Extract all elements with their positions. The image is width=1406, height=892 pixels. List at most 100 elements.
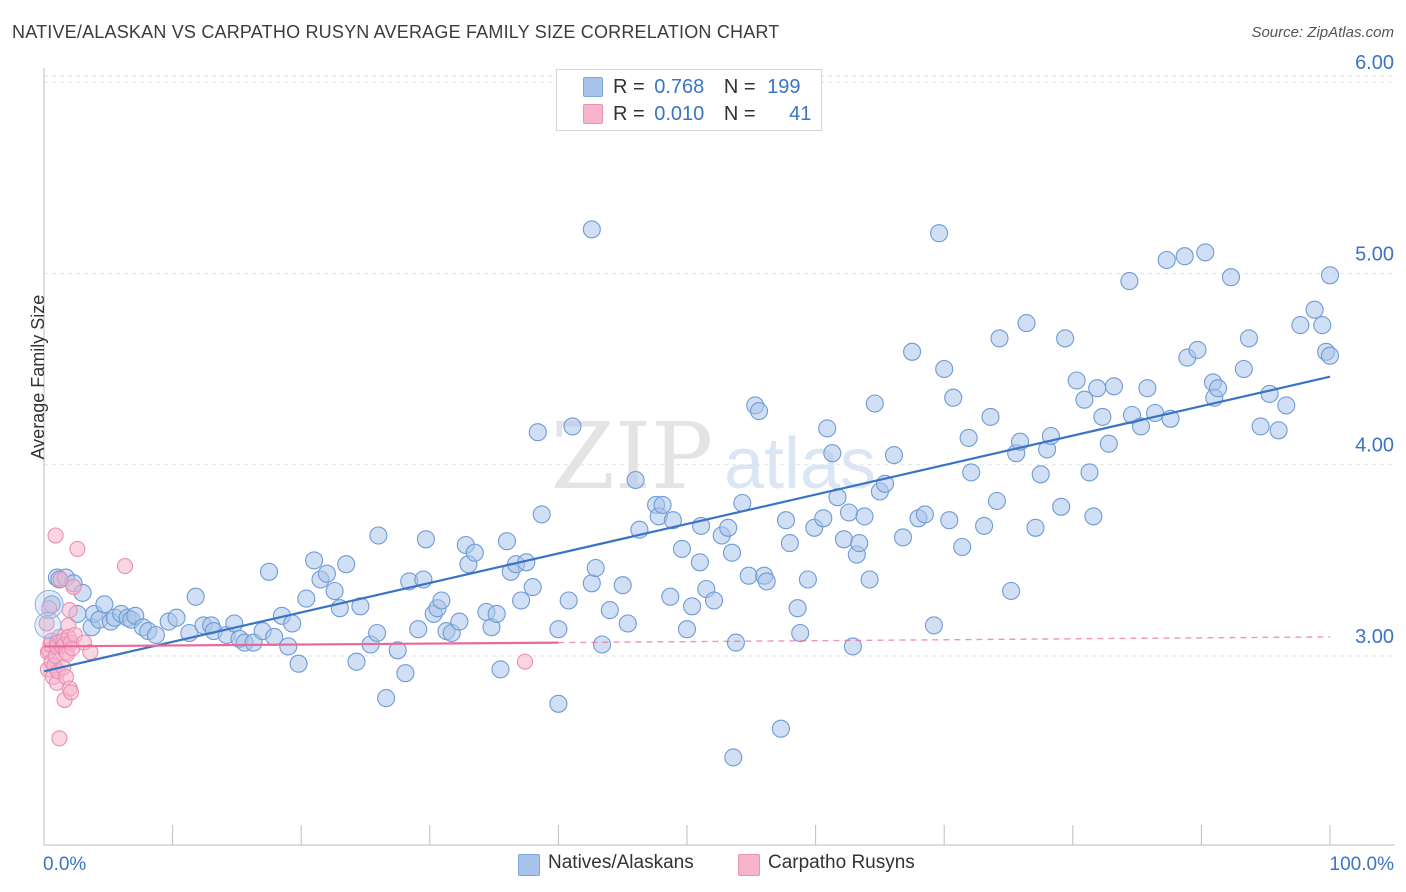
- native-point: [749, 402, 769, 421]
- native-point: [930, 224, 949, 243]
- native-point: [1269, 421, 1288, 440]
- native-point: [1209, 379, 1228, 398]
- native-point: [549, 620, 568, 639]
- native-point: [34, 589, 64, 619]
- native-point: [884, 446, 904, 465]
- rusyn-point: [69, 540, 86, 557]
- native-point: [855, 507, 874, 526]
- y-tick-label: 6.00: [1355, 52, 1394, 74]
- legend-n-value: 199: [767, 75, 801, 98]
- grid-layer: [44, 75, 1395, 657]
- axes-layer: [43, 68, 1395, 846]
- correlation-legend: R = 0.768 N = 199 R = 0.010 N = 41: [556, 69, 822, 131]
- native-point: [523, 578, 542, 597]
- native-point: [924, 616, 943, 635]
- native-point: [289, 654, 308, 673]
- native-point: [757, 572, 776, 591]
- native-point: [780, 534, 799, 553]
- native-point: [528, 423, 547, 442]
- points-layer: [34, 220, 1340, 767]
- native-point: [690, 553, 709, 572]
- native-point: [600, 601, 619, 620]
- native-point: [1093, 407, 1112, 426]
- legend-r-value: 0.768: [654, 75, 705, 98]
- native-point: [776, 511, 796, 530]
- native-point: [626, 470, 645, 490]
- native-point: [586, 558, 605, 578]
- native-point: [618, 614, 637, 633]
- native-point: [726, 633, 745, 652]
- native-point: [1084, 507, 1103, 526]
- legend-swatch-blue: [518, 854, 540, 876]
- native-point: [818, 419, 837, 438]
- native-point: [549, 694, 568, 713]
- native-point: [1239, 329, 1259, 348]
- native-point: [834, 530, 853, 549]
- native-point: [823, 444, 842, 463]
- rusyn-point: [61, 602, 78, 619]
- native-point: [990, 329, 1009, 348]
- native-point: [409, 620, 428, 639]
- legend-r-label: R =: [613, 75, 645, 98]
- rusyn-point: [51, 730, 68, 747]
- native-point: [959, 428, 978, 447]
- native-point: [1088, 379, 1107, 398]
- y-tick-label: 5.00: [1355, 243, 1394, 265]
- native-point: [512, 591, 531, 610]
- legend-swatch-pink: [583, 104, 603, 124]
- native-point: [1291, 316, 1310, 335]
- rusyn-point: [116, 558, 134, 575]
- native-point: [791, 623, 810, 643]
- native-point: [771, 719, 790, 738]
- watermark-atlas: atlas: [724, 424, 876, 504]
- native-point: [317, 564, 336, 583]
- native-point: [283, 614, 302, 633]
- native-point: [487, 604, 506, 623]
- native-point: [1175, 247, 1194, 266]
- legend-n-label: N =: [723, 75, 756, 98]
- native-point: [962, 463, 981, 482]
- x-tick-label: 0.0%: [43, 854, 86, 875]
- native-point: [1320, 346, 1340, 365]
- native-point: [347, 652, 366, 671]
- native-point: [798, 570, 817, 589]
- native-point: [981, 407, 1000, 426]
- native-point: [377, 689, 396, 708]
- legend-r-value: 0.010: [654, 102, 705, 125]
- native-point: [279, 637, 298, 656]
- native-point: [563, 417, 582, 436]
- native-point: [944, 388, 963, 407]
- native-point: [850, 534, 869, 553]
- native-point: [582, 574, 601, 593]
- rusyn-point: [38, 615, 55, 632]
- native-point: [186, 587, 205, 606]
- native-point: [337, 555, 356, 574]
- native-point: [1251, 417, 1270, 436]
- native-point: [432, 591, 451, 610]
- legend-n-label: N =: [723, 102, 756, 125]
- native-point: [788, 599, 807, 618]
- native-trendline: [43, 375, 1331, 673]
- native-point: [677, 620, 697, 639]
- chart-title: NATIVE/ALASKAN VS CARPATHO RUSYN AVERAGE…: [12, 22, 780, 42]
- native-point: [450, 612, 469, 631]
- native-point: [1075, 390, 1094, 409]
- native-point: [940, 511, 959, 530]
- legend-n-value: 41: [789, 102, 812, 125]
- native-point: [661, 587, 680, 606]
- y-tick-label: 4.00: [1355, 435, 1394, 457]
- native-point: [987, 491, 1006, 511]
- native-point: [1104, 377, 1124, 396]
- native-point: [893, 528, 913, 547]
- legend-swatch-blue: [583, 77, 603, 97]
- native-point: [739, 566, 758, 585]
- native-point: [975, 516, 994, 535]
- native-point: [416, 530, 435, 549]
- native-point: [1320, 266, 1340, 285]
- native-point: [672, 539, 691, 558]
- native-point: [1234, 359, 1253, 379]
- rusyn-point: [516, 653, 534, 670]
- native-point: [722, 543, 742, 562]
- y-axis-label: Average Family Size: [28, 294, 48, 460]
